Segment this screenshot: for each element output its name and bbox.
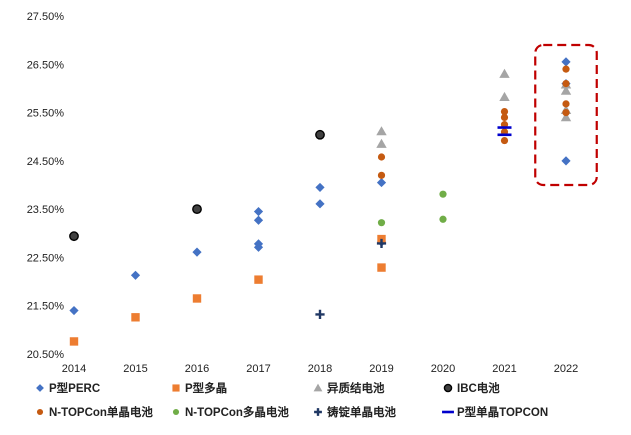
x-tick-label: 2015: [123, 363, 147, 375]
y-tick-label: 24.50%: [27, 156, 65, 168]
data-point: [253, 242, 264, 252]
series-1: [69, 234, 386, 346]
y-tick-label: 20.50%: [27, 349, 65, 361]
data-point: [69, 337, 79, 346]
data-point: [561, 57, 571, 67]
legend: P型PERC P型多晶 异质结电池 IBC电池 N-TOPCon单晶电池 N-TOPCon…: [36, 381, 548, 419]
y-tick-label: 21.50%: [27, 301, 65, 313]
y-tick-label: 26.50%: [27, 59, 65, 71]
legend-item: P型PERC: [36, 381, 100, 395]
legend-marker: [36, 384, 44, 392]
series-4: [377, 65, 570, 179]
legend-item: N-TOPCon单晶电池: [36, 405, 153, 419]
data-point: [562, 65, 570, 73]
x-tick-label: 2021: [492, 363, 516, 375]
legend-item: N-TOPCon多晶电池: [172, 405, 289, 419]
y-tick-label: 27.50%: [27, 11, 65, 23]
x-tick-label: 2018: [308, 363, 332, 375]
legend-marker: [172, 384, 180, 392]
x-axis: 2014 2015 2016 2017 2018 2019 2020 2021 2022: [62, 363, 578, 375]
legend-label: P型多晶: [185, 381, 227, 395]
data-point: [561, 156, 571, 166]
data-point: [377, 153, 386, 161]
series-6: [315, 238, 387, 320]
series-7: [497, 126, 512, 137]
legend-item: 铸锭单晶电池: [314, 405, 396, 419]
data-point: [500, 113, 509, 121]
x-tick-label: 2016: [185, 363, 209, 375]
data-point: [315, 309, 325, 320]
data-point: [315, 199, 325, 209]
data-point: [500, 108, 509, 116]
data-point: [377, 263, 386, 272]
data-point: [69, 305, 79, 316]
data-point: [315, 129, 325, 140]
legend-item: IBC电池: [443, 381, 500, 395]
legend-label: N-TOPCon多晶电池: [185, 405, 289, 419]
data-point: [560, 85, 572, 95]
legend-marker: [443, 383, 453, 393]
data-point: [315, 182, 325, 193]
data-point: [192, 204, 202, 215]
data-point: [560, 112, 572, 122]
data-point: [376, 238, 387, 249]
legend-label: N-TOPCon单晶电池: [49, 405, 153, 419]
y-tick-label: 22.50%: [27, 252, 65, 264]
highlight-box: [534, 43, 598, 187]
data-point: [499, 91, 510, 102]
data-point: [253, 206, 264, 217]
data-point: [130, 270, 141, 280]
data-points: [69, 57, 572, 346]
data-point: [439, 190, 447, 198]
data-point: [254, 275, 263, 284]
legend-marker: [172, 408, 180, 416]
data-point: [562, 108, 570, 117]
data-point: [376, 126, 387, 136]
legend-marker: [36, 408, 44, 416]
x-tick-label: 2020: [431, 363, 455, 375]
y-tick-label: 25.50%: [27, 108, 65, 120]
data-point: [499, 68, 510, 78]
legend-item: P型多晶: [172, 381, 227, 395]
series-0: [69, 57, 571, 316]
legend-label: 异质结电池: [327, 381, 385, 395]
legend-label: IBC电池: [457, 381, 500, 395]
series-5: [377, 190, 447, 227]
x-tick-label: 2022: [554, 363, 578, 375]
y-tick-label: 23.50%: [27, 204, 65, 216]
legend-marker: [314, 408, 322, 416]
legend-marker: [313, 383, 323, 392]
data-point: [376, 138, 387, 148]
data-point: [562, 100, 570, 108]
legend-label: P型单晶TOPCON: [457, 405, 548, 419]
highlight-box-outline: [534, 43, 598, 187]
data-point: [377, 219, 386, 227]
legend-item: 异质结电池: [313, 381, 385, 395]
data-point: [192, 247, 202, 257]
legend-item: P型单晶TOPCON: [442, 405, 548, 419]
y-axis: 27.50% 26.50% 25.50% 24.50% 23.50% 22.50% 21.5…: [27, 11, 65, 361]
data-point: [69, 231, 79, 242]
data-point: [131, 313, 140, 322]
data-point: [376, 177, 387, 188]
data-point: [500, 136, 509, 145]
data-point: [377, 171, 386, 179]
data-point: [192, 294, 202, 303]
x-tick-label: 2017: [246, 363, 270, 375]
x-tick-label: 2014: [62, 363, 86, 375]
series-3: [69, 129, 325, 242]
series-2: [376, 68, 572, 148]
legend-label: 铸锭单晶电池: [327, 405, 396, 419]
legend-label: P型PERC: [49, 381, 100, 395]
data-point: [253, 215, 264, 225]
data-point: [439, 215, 447, 223]
x-tick-label: 2019: [369, 363, 393, 375]
data-point: [562, 80, 570, 88]
